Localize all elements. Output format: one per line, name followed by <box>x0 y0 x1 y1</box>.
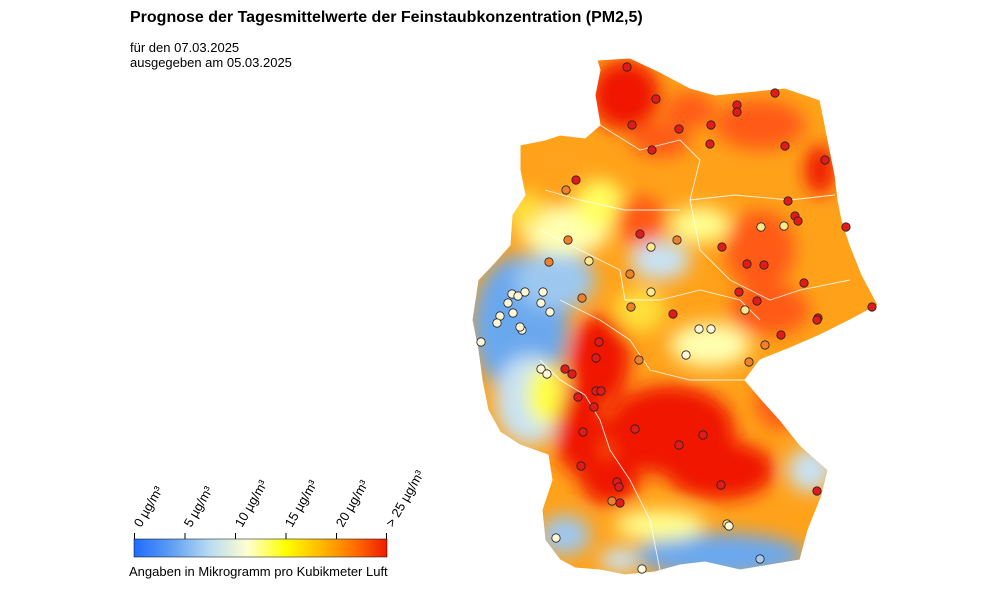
station-marker <box>756 222 766 232</box>
station-marker <box>646 287 656 297</box>
station-marker <box>668 309 678 319</box>
station-marker <box>732 107 742 117</box>
station-marker <box>635 229 645 239</box>
station-marker <box>577 293 587 303</box>
station-marker <box>607 496 617 506</box>
station-marker <box>841 222 851 232</box>
station-marker <box>627 120 637 130</box>
station-marker <box>812 315 822 325</box>
station-marker <box>584 256 594 266</box>
station-marker <box>508 308 518 318</box>
legend-tick-label: > 25 µg/m³ <box>383 467 428 529</box>
station-marker <box>812 486 822 496</box>
legend-colorbar <box>133 538 388 558</box>
station-marker <box>561 185 571 195</box>
legend-tick-label: 5 µg/m³ <box>181 483 216 529</box>
station-marker <box>646 242 656 252</box>
station-marker <box>780 141 790 151</box>
station-marker <box>515 322 525 332</box>
station-marker <box>717 242 727 252</box>
legend-tick-label: 20 µg/m³ <box>333 477 372 530</box>
station-marker <box>740 305 750 315</box>
station-marker <box>544 257 554 267</box>
station-marker <box>520 287 530 297</box>
station-marker <box>793 216 803 226</box>
station-marker <box>760 340 770 350</box>
station-marker <box>755 554 765 564</box>
station-marker <box>542 369 552 379</box>
legend-tick-label: 0 µg/m³ <box>131 483 166 529</box>
station-marker <box>672 235 682 245</box>
forecast-date: für den 07.03.2025 <box>130 40 240 55</box>
station-marker <box>578 427 588 437</box>
station-marker <box>563 235 573 245</box>
station-marker <box>545 307 555 317</box>
station-marker <box>779 221 789 231</box>
station-marker <box>674 124 684 134</box>
legend-ticks <box>134 533 387 539</box>
station-marker <box>706 324 716 334</box>
station-marker <box>576 461 586 471</box>
station-marker <box>622 62 632 72</box>
station-marker <box>706 120 716 130</box>
station-marker <box>615 498 625 508</box>
station-marker <box>571 175 581 185</box>
station-marker <box>759 260 769 270</box>
color-legend: 0 µg/m³ 5 µg/m³ 10 µg/m³ 15 µg/m³ 20 µg/… <box>131 467 428 558</box>
station-marker <box>694 324 704 334</box>
station-marker <box>742 259 752 269</box>
station-marker <box>476 337 486 347</box>
station-marker <box>770 88 780 98</box>
station-marker <box>551 533 561 543</box>
measuring-stations <box>476 62 877 574</box>
station-marker <box>591 353 601 363</box>
station-marker <box>625 269 635 279</box>
unit-note: Angaben in Mikrogramm pro Kubikmeter Luf… <box>129 564 388 579</box>
station-marker <box>492 318 502 328</box>
station-marker <box>614 482 624 492</box>
station-marker <box>589 402 599 412</box>
station-marker <box>799 278 809 288</box>
station-marker <box>594 337 604 347</box>
station-marker <box>744 357 754 367</box>
station-marker <box>783 196 793 206</box>
station-marker <box>647 145 657 155</box>
station-marker <box>776 330 786 340</box>
station-marker <box>637 564 647 574</box>
station-marker <box>536 298 546 308</box>
station-marker <box>681 350 691 360</box>
station-marker <box>752 296 762 306</box>
station-marker <box>538 287 548 297</box>
legend-tick-label: 10 µg/m³ <box>232 477 271 530</box>
station-marker <box>513 291 523 301</box>
station-marker <box>705 139 715 149</box>
station-marker <box>630 424 640 434</box>
station-marker <box>596 386 606 396</box>
station-marker <box>716 480 726 490</box>
legend-tick-label: 15 µg/m³ <box>282 477 321 530</box>
station-marker <box>651 94 661 104</box>
station-marker <box>560 364 570 374</box>
page-title: Prognose der Tagesmittelwerte der Feinst… <box>130 9 643 26</box>
issued-date: ausgegeben am 05.03.2025 <box>130 55 292 70</box>
station-marker <box>698 430 708 440</box>
station-marker <box>867 302 877 312</box>
station-marker <box>734 287 744 297</box>
station-marker <box>573 392 583 402</box>
station-marker <box>634 355 644 365</box>
station-marker <box>674 440 684 450</box>
station-marker <box>626 302 636 312</box>
station-marker <box>567 369 577 379</box>
station-marker <box>820 155 830 165</box>
station-marker <box>503 298 513 308</box>
station-marker <box>724 521 734 531</box>
germany-pm25-map <box>471 57 879 576</box>
station-marker <box>536 364 546 374</box>
